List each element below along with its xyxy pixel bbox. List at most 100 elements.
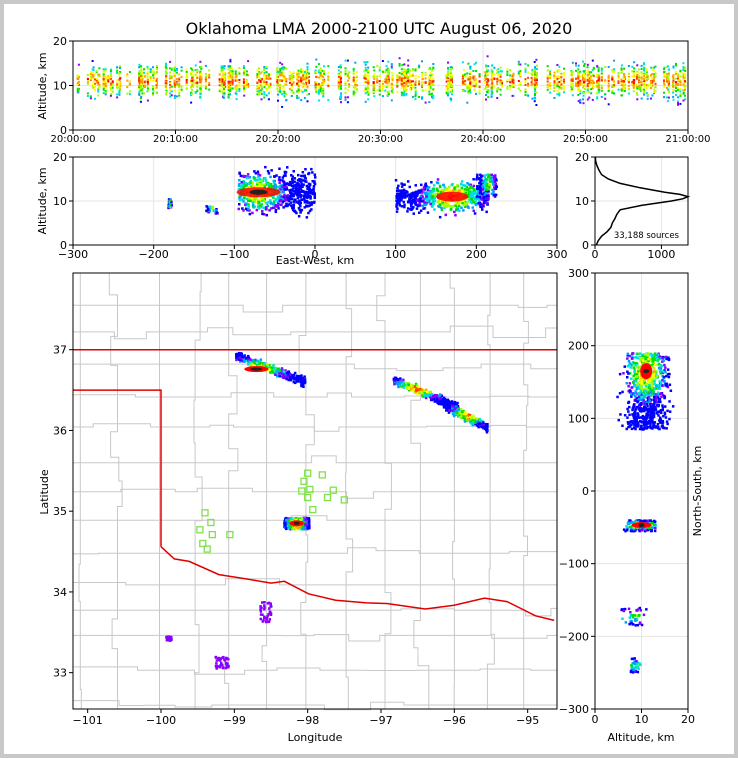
vhf-source-mark — [597, 86, 600, 89]
vhf-source-mark — [344, 98, 347, 101]
vhf-source-mark — [260, 92, 263, 95]
vhf-source-mark — [152, 72, 155, 75]
ew-source-mark — [465, 185, 469, 189]
vhf-source-mark — [447, 71, 449, 73]
ew-source-mark — [308, 204, 311, 207]
vhf-source-mark — [556, 83, 559, 86]
ew-source-mark — [412, 193, 416, 197]
ew-source-mark — [277, 185, 280, 189]
vhf-source-mark — [464, 73, 467, 76]
vhf-source-mark — [591, 98, 594, 101]
ew-source-mark — [419, 195, 422, 198]
map-source-mark — [289, 378, 293, 382]
vhf-source-mark — [682, 81, 685, 84]
vhf-source-mark — [267, 86, 270, 89]
vhf-source-mark — [104, 69, 107, 72]
vhf-source-mark — [76, 74, 79, 77]
vhf-source-mark — [620, 78, 623, 81]
vhf-source-mark — [267, 83, 270, 86]
vhf-source-mark — [116, 86, 119, 89]
vhf-source-mark — [447, 84, 450, 87]
vhf-source-mark — [178, 80, 181, 82]
vhf-source-mark — [560, 76, 563, 79]
vhf-source-mark — [407, 81, 410, 84]
ew-source-mark — [416, 193, 419, 197]
vhf-source-mark — [200, 72, 203, 75]
vhf-source-mark — [227, 65, 230, 68]
vhf-source-mark — [640, 87, 643, 90]
vhf-source-mark — [111, 84, 114, 87]
vhf-source-mark — [152, 93, 154, 96]
vhf-source-mark — [190, 101, 193, 104]
vhf-source-mark — [570, 78, 573, 81]
vhf-source-mark — [116, 93, 119, 96]
ew-alt-tick-label: 10 — [53, 195, 67, 208]
vhf-source-mark — [223, 71, 226, 74]
vhf-source-mark — [140, 95, 143, 98]
vhf-source-mark — [682, 73, 685, 76]
vhf-source-mark — [570, 82, 573, 85]
vhf-source-mark — [283, 66, 286, 69]
vhf-source-mark — [235, 74, 238, 77]
vhf-source-mark — [519, 70, 522, 73]
ew-source-mark — [309, 197, 312, 200]
ew-source-mark — [292, 189, 295, 192]
vhf-source-mark — [527, 94, 530, 97]
vhf-source-mark — [590, 71, 593, 74]
ew-source-mark — [433, 196, 437, 200]
vhf-source-mark — [405, 73, 408, 76]
ew-source-mark — [485, 178, 488, 181]
vhf-source-mark — [623, 76, 626, 78]
vhf-source-mark — [464, 90, 467, 93]
ew-source-mark — [406, 207, 410, 210]
vhf-source-mark — [102, 84, 105, 86]
vhf-source-mark — [607, 89, 610, 92]
vhf-source-mark — [303, 88, 306, 91]
ew-source-mark — [282, 206, 285, 209]
ew-source-mark — [262, 213, 266, 216]
vhf-source-mark — [586, 89, 589, 92]
vhf-source-mark — [170, 68, 173, 71]
vhf-source-mark — [486, 89, 489, 92]
vhf-source-mark — [663, 71, 665, 74]
vhf-source-mark — [126, 79, 129, 82]
ew-source-mark — [432, 187, 435, 190]
vhf-source-mark — [140, 89, 143, 92]
ew-source-mark — [398, 197, 402, 200]
vhf-source-mark — [196, 81, 199, 84]
vhf-source-mark — [401, 85, 404, 88]
vhf-source-mark — [260, 77, 263, 80]
vhf-source-mark — [467, 87, 470, 90]
ew-source-mark — [276, 195, 280, 198]
vhf-source-mark — [269, 85, 272, 88]
vhf-source-mark — [196, 85, 199, 88]
vhf-source-mark — [484, 79, 487, 82]
vhf-source-mark — [267, 73, 270, 76]
vhf-source-mark — [267, 77, 270, 80]
ew-source-mark — [306, 195, 310, 199]
ew-source-mark — [442, 183, 445, 187]
vhf-source-mark — [575, 64, 577, 67]
vhf-source-mark — [631, 82, 634, 85]
ew-source-mark — [395, 196, 398, 200]
ew-source-mark — [296, 190, 299, 193]
vhf-source-mark — [506, 70, 509, 73]
vhf-source-mark — [97, 89, 100, 91]
vhf-source-mark — [110, 82, 113, 85]
ew-source-mark — [418, 204, 422, 207]
ew-source-mark — [258, 183, 261, 186]
ew-source-mark — [302, 197, 306, 200]
ew-source-mark — [420, 183, 423, 187]
vhf-source-mark — [282, 68, 285, 71]
vhf-source-mark — [156, 65, 158, 67]
ew-source-mark — [435, 187, 439, 191]
ew-source-mark — [264, 183, 267, 187]
vhf-source-mark — [344, 91, 347, 94]
vhf-source-mark — [282, 75, 285, 78]
vhf-source-mark — [258, 71, 260, 74]
ew-source-mark — [400, 182, 403, 185]
vhf-source-mark — [675, 70, 677, 73]
vhf-source-mark — [643, 62, 645, 65]
ew-source-mark — [493, 193, 496, 196]
vhf-source-mark — [340, 81, 342, 84]
